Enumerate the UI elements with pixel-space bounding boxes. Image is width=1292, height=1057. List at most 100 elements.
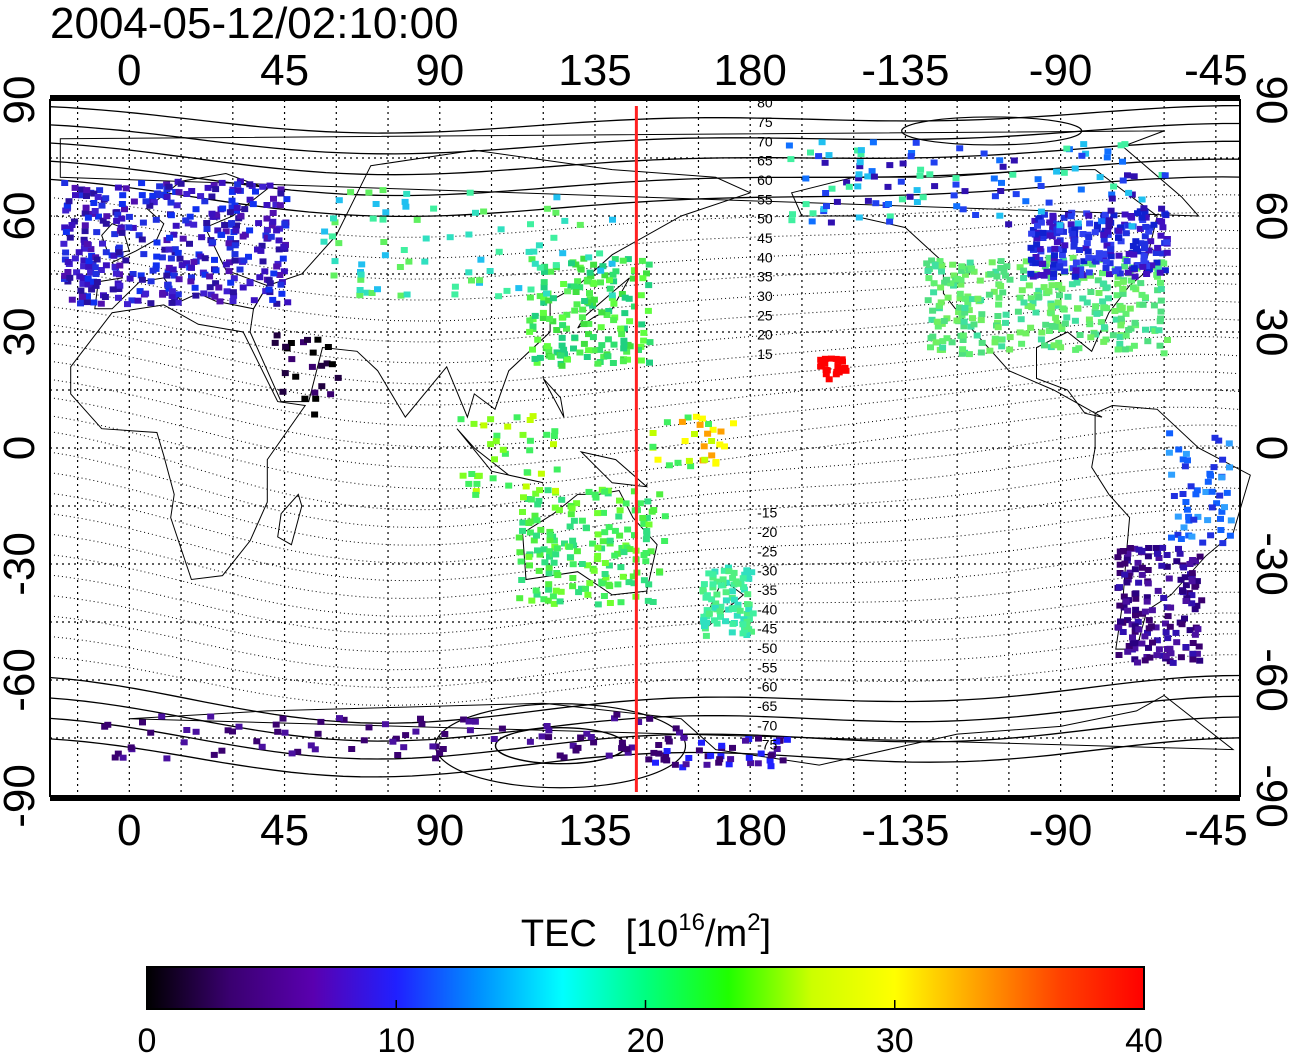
tec-point <box>558 314 566 321</box>
tec-point <box>401 198 409 205</box>
tec-point <box>640 329 648 336</box>
tec-point <box>1086 321 1094 328</box>
tec-point <box>606 600 614 606</box>
tec-point <box>340 716 348 723</box>
tec-point <box>580 255 588 262</box>
tec-point <box>680 734 688 741</box>
tec-point <box>368 290 376 296</box>
tec-point <box>645 261 653 268</box>
tec-point <box>594 510 602 517</box>
tec-point <box>312 395 320 402</box>
tec-point <box>221 222 229 228</box>
tec-point <box>937 299 945 306</box>
tec-point <box>1163 249 1171 256</box>
tec-point <box>1165 575 1173 582</box>
tec-point <box>576 349 584 356</box>
tec-point <box>917 166 925 173</box>
tec-point <box>625 295 633 302</box>
tec-point <box>64 202 71 209</box>
tec-point <box>534 547 541 554</box>
tec-point <box>347 189 355 196</box>
tec-point <box>547 268 555 275</box>
tec-point <box>809 210 817 217</box>
tec-point <box>925 275 933 282</box>
tec-point <box>569 583 577 590</box>
tec-point <box>986 347 994 354</box>
tec-point <box>1134 559 1142 566</box>
tec-point <box>1052 314 1060 321</box>
tec-point <box>1029 300 1037 307</box>
tec-point <box>722 597 730 604</box>
tec-point <box>739 621 747 628</box>
tec-point <box>1138 571 1146 578</box>
tec-point <box>560 754 568 761</box>
tec-point <box>609 216 616 223</box>
tec-point <box>943 335 951 342</box>
tec-point <box>598 309 606 316</box>
tec-point <box>1031 231 1039 238</box>
tec-point <box>708 438 716 444</box>
tec-point <box>841 364 849 371</box>
tec-point <box>363 289 371 296</box>
tec-point <box>183 260 190 267</box>
tec-point <box>578 314 586 321</box>
tec-point <box>275 237 283 244</box>
tec-point <box>967 265 975 272</box>
tec-point <box>612 268 620 275</box>
tec-point <box>203 226 211 232</box>
tec-point <box>728 588 736 595</box>
tec-point <box>211 293 219 300</box>
tec-point <box>825 376 833 383</box>
tec-point <box>1202 489 1210 495</box>
tec-point <box>374 286 381 293</box>
tec-point <box>487 416 495 423</box>
tec-point <box>701 456 709 463</box>
tec-point <box>679 764 687 771</box>
tec-point <box>418 720 426 727</box>
tec-point <box>1191 583 1199 590</box>
tec-point <box>999 289 1007 296</box>
tec-point <box>1188 578 1196 585</box>
tec-point <box>530 248 538 255</box>
tec-point <box>678 418 686 425</box>
tec-point <box>652 759 659 766</box>
tec-point <box>597 324 605 331</box>
tec-point <box>700 581 708 588</box>
tec-point <box>210 182 218 189</box>
tec-point <box>258 242 266 249</box>
colorbar-tick-label: 0 <box>138 1022 157 1057</box>
tec-point <box>382 209 390 216</box>
tec-point <box>197 253 205 260</box>
tec-point <box>956 145 964 152</box>
tec-point <box>827 219 835 226</box>
tec-point <box>541 263 549 270</box>
tec-point <box>1053 168 1061 175</box>
tec-point <box>551 504 559 511</box>
tec-point <box>284 299 292 306</box>
tec-point <box>257 247 265 254</box>
tec-point <box>927 344 934 351</box>
tec-point <box>539 315 547 321</box>
tec-point <box>142 290 150 297</box>
tec-point <box>616 507 624 514</box>
tec-point <box>192 728 200 735</box>
tec-point <box>584 562 592 569</box>
x-tick-label-bottom: 45 <box>260 806 309 855</box>
magnetic-contour-line <box>49 194 1241 238</box>
tec-point <box>1141 245 1148 252</box>
tec-point <box>68 222 76 228</box>
tec-point <box>560 346 568 353</box>
tec-point <box>1115 624 1123 631</box>
tec-point <box>400 744 408 751</box>
timestamp-title: 2004-05-12/02:10:00 <box>50 0 459 48</box>
tec-point <box>997 258 1005 265</box>
tec-point <box>222 261 230 268</box>
tec-point <box>566 523 574 530</box>
coastline <box>579 451 649 488</box>
y-tick-label-left: 0 <box>0 436 44 460</box>
tec-point <box>1074 305 1081 312</box>
tec-point <box>957 281 965 288</box>
tec-point <box>1124 648 1132 655</box>
tec-point <box>1099 270 1106 277</box>
tec-point <box>617 325 625 332</box>
